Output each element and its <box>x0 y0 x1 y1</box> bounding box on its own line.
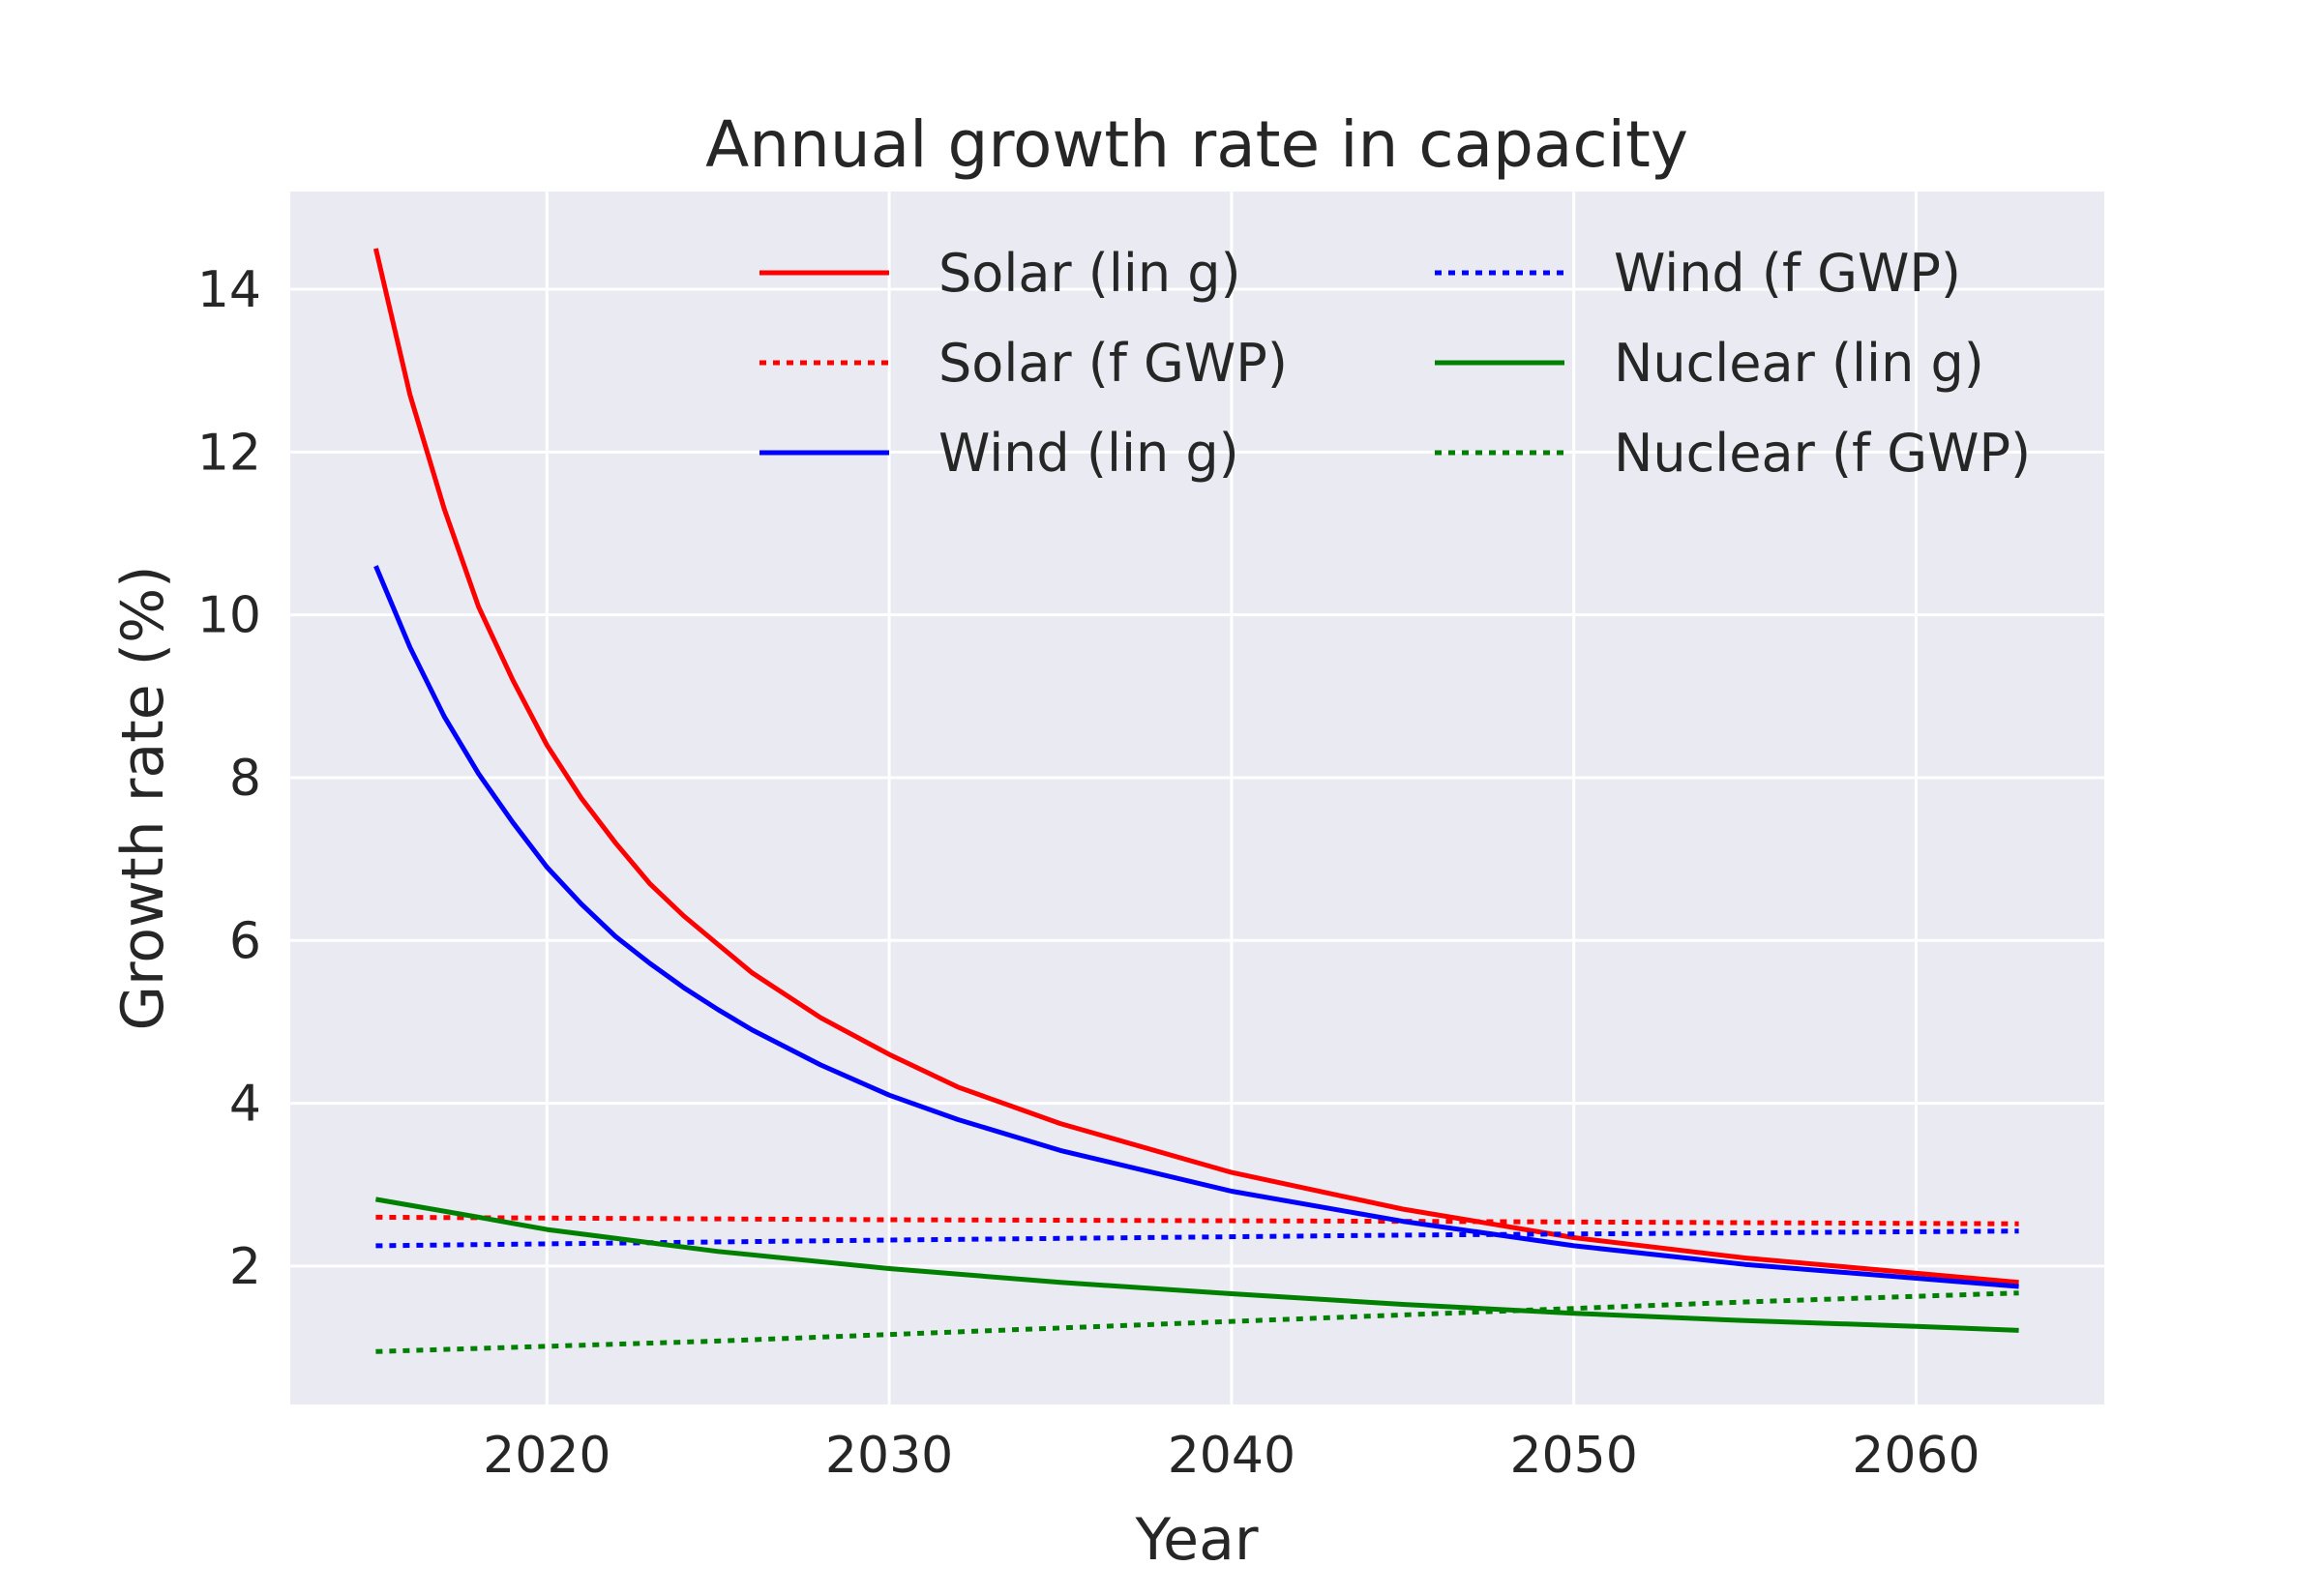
x-tick-label: 2060 <box>1852 1427 1980 1485</box>
legend-item: Solar (f GWP) <box>759 333 1288 394</box>
chart-title: Annual growth rate in capacity <box>705 107 1688 182</box>
x-tick-label: 2040 <box>1168 1427 1295 1485</box>
y-axis-label: Growth rate (%) <box>109 565 177 1030</box>
y-tick-label: 6 <box>229 912 261 970</box>
series-line-2 <box>373 565 2019 1289</box>
x-tick-label: 2050 <box>1509 1427 1637 1485</box>
y-tick-label: 10 <box>197 587 261 645</box>
series-line-4 <box>374 1197 2019 1333</box>
y-tick-labels: 2 4 6 8 10 12 14 <box>197 261 261 1296</box>
y-tick-label: 12 <box>197 424 261 482</box>
legend-item: Nuclear (lin g) <box>1435 333 1984 394</box>
x-axis-label: Year <box>1134 1506 1258 1574</box>
legend: Solar (lin g) Solar (f GWP) Wind (lin g) Wi… <box>759 243 2031 484</box>
legend-label: Nuclear (f GWP) <box>1614 423 2031 484</box>
grid-lines <box>290 192 2104 1404</box>
legend-label: Solar (f GWP) <box>938 333 1288 394</box>
legend-item: Nuclear (f GWP) <box>1435 423 2031 484</box>
y-tick-label: 2 <box>229 1238 261 1296</box>
plot-area <box>290 192 2104 1404</box>
legend-label: Solar (lin g) <box>938 243 1241 304</box>
x-tick-label: 2020 <box>483 1427 610 1485</box>
legend-item: Wind (f GWP) <box>1435 243 1961 304</box>
legend-item: Wind (lin g) <box>759 423 1239 484</box>
series-line-0 <box>372 248 2019 1286</box>
legend-label: Nuclear (lin g) <box>1614 333 1984 394</box>
legend-label: Wind (f GWP) <box>1614 243 1961 304</box>
y-tick-label: 8 <box>229 750 261 808</box>
y-tick-label: 4 <box>229 1076 261 1134</box>
x-tick-label: 2030 <box>825 1427 953 1485</box>
x-tick-labels: 2020 2030 2040 2050 2060 <box>483 1427 1980 1485</box>
series-lines <box>372 248 2019 1354</box>
series-line-5 <box>375 1290 2019 1354</box>
legend-item: Solar (lin g) <box>759 243 1241 304</box>
y-tick-label: 14 <box>197 261 261 319</box>
legend-label: Wind (lin g) <box>938 423 1239 484</box>
